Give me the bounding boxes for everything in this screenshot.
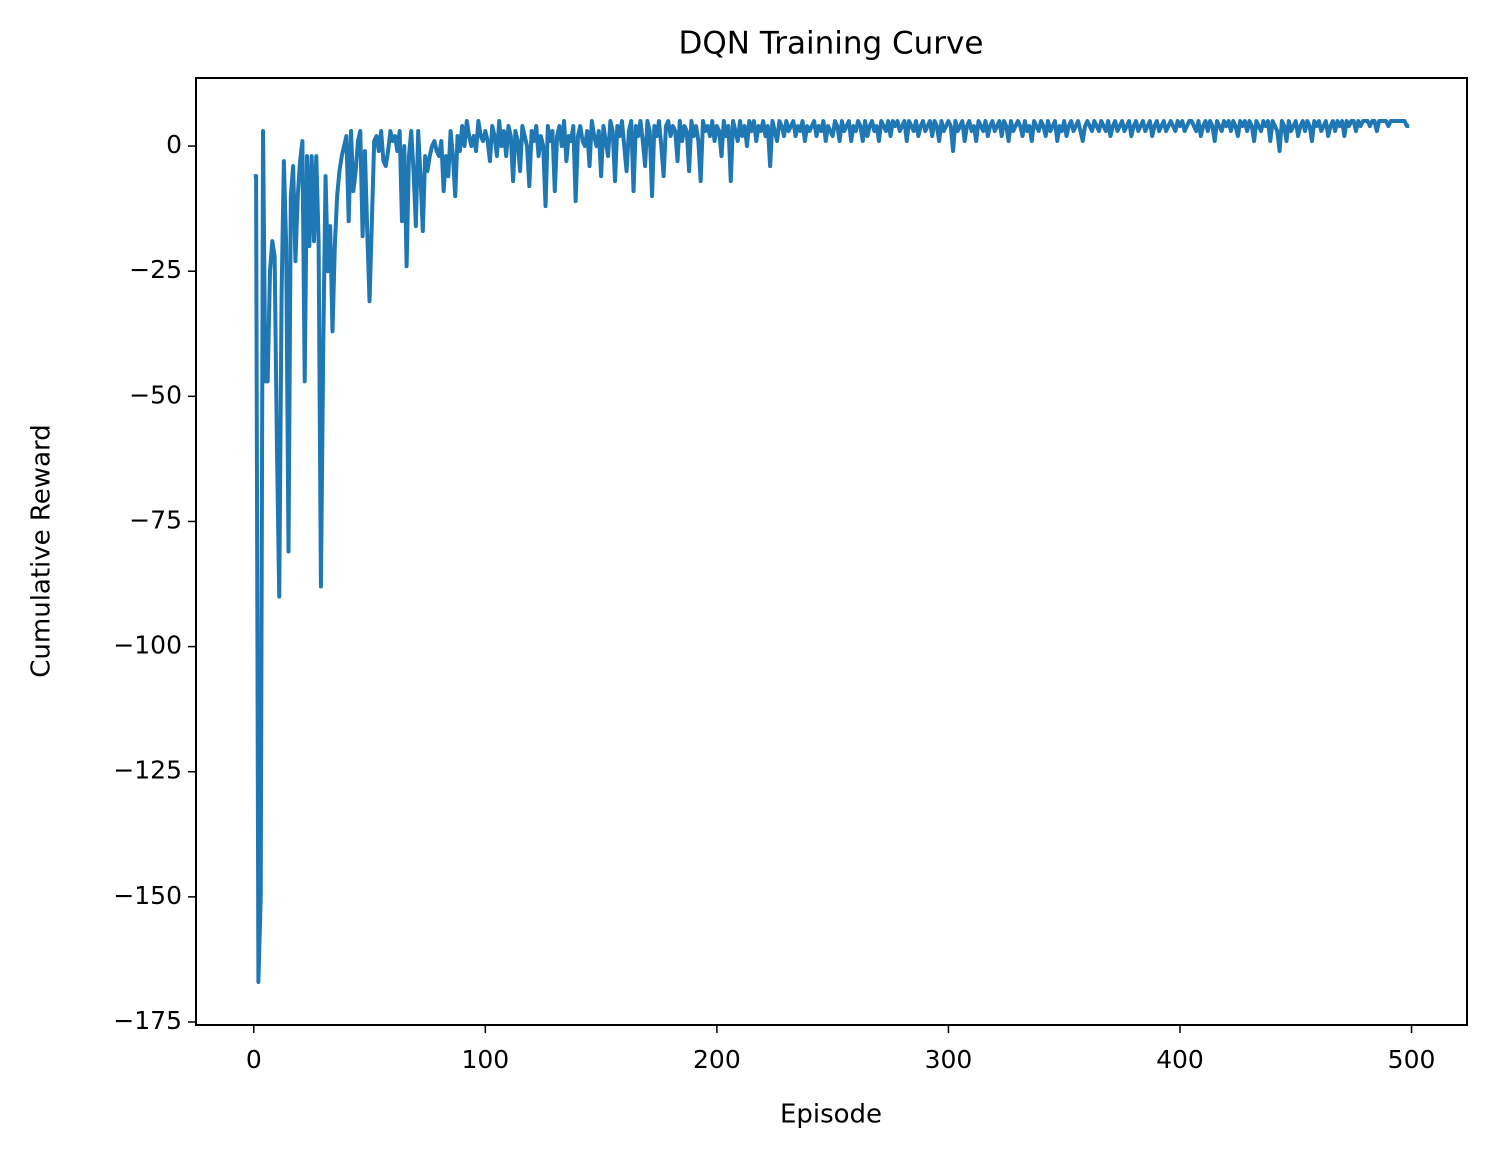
y-tick-label: −150 [113,881,182,910]
y-tick-label: −175 [113,1006,182,1035]
y-tick-label: 0 [166,130,182,159]
data-line [253,119,1410,984]
x-tick-label: 500 [1388,1045,1436,1074]
x-axis-label: Episode [780,1100,882,1130]
x-tick-label: 200 [693,1045,741,1074]
x-tick-label: 400 [1156,1045,1204,1074]
y-axis-label: Cumulative Reward [27,424,57,678]
y-tick-label: −100 [113,631,182,660]
y-tick-label: −50 [129,380,182,409]
x-tick-label: 100 [461,1045,509,1074]
y-tick-label: −25 [129,255,182,284]
axes-frame [195,77,1468,1026]
y-tick-label: −125 [113,756,182,785]
x-tick-label: 0 [246,1045,262,1074]
chart-title: DQN Training Curve [679,26,984,62]
y-tick-label: −75 [129,505,182,534]
x-tick-label: 300 [925,1045,973,1074]
